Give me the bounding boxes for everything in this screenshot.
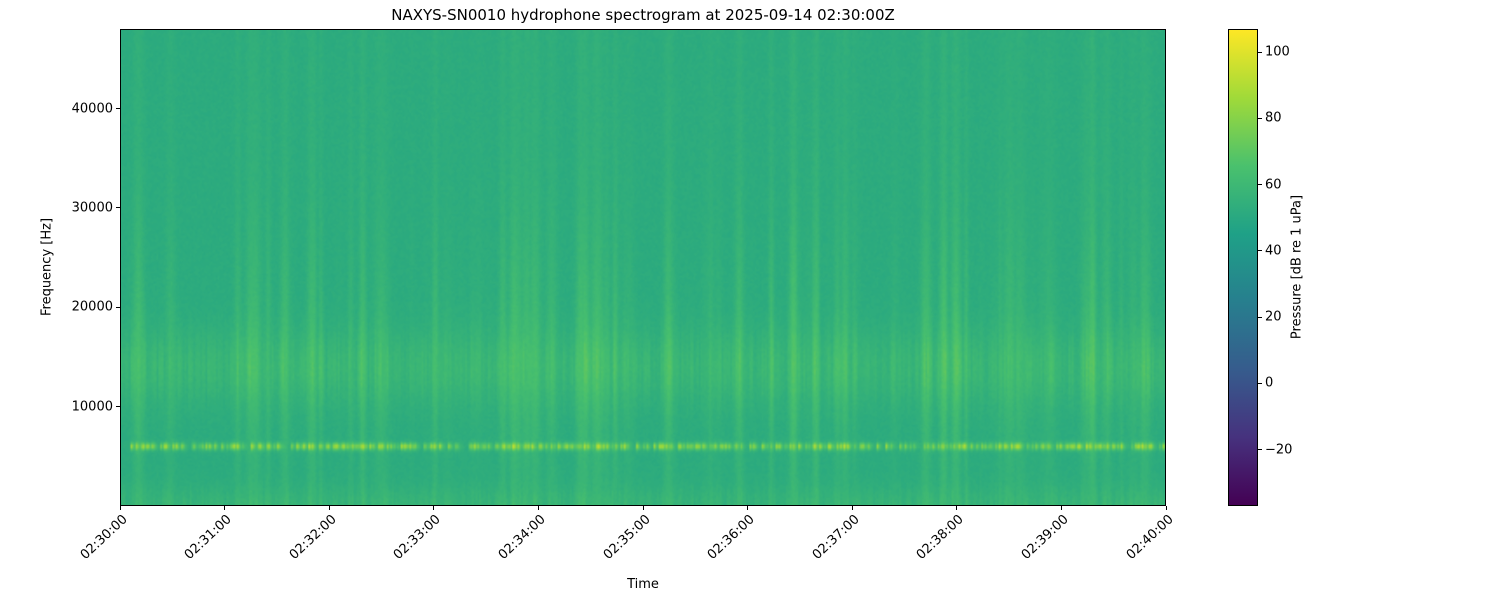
x-tick-label: 02:37:00 — [809, 512, 863, 563]
colorbar-label: Pressure [dB re 1 uPa] — [1289, 194, 1305, 340]
x-tick-mark — [851, 506, 853, 510]
colorbar-tick-label: 20 — [1265, 309, 1282, 325]
y-tick-label: 10000 — [71, 399, 113, 415]
x-tick-mark — [1165, 506, 1167, 510]
y-tick-mark — [116, 306, 120, 308]
colorbar — [1228, 29, 1258, 506]
colorbar-tick-mark — [1258, 117, 1262, 119]
y-axis-label: Frequency [Hz] — [39, 217, 55, 317]
y-tick-mark — [116, 406, 120, 408]
y-tick-label: 20000 — [71, 299, 113, 315]
colorbar-tick-mark — [1258, 382, 1262, 384]
y-tick-mark — [116, 108, 120, 109]
colorbar-tick-label: 60 — [1265, 177, 1282, 193]
colorbar-tick-mark — [1258, 250, 1262, 252]
x-tick-label: 02:36:00 — [704, 512, 758, 563]
colorbar-tick-mark — [1258, 51, 1262, 53]
colorbar-tick-mark — [1258, 184, 1262, 186]
colorbar-tick-label: 100 — [1265, 44, 1290, 60]
colorbar-tick-label: 80 — [1265, 110, 1282, 126]
x-tick-label: 02:30:00 — [77, 512, 131, 563]
x-axis-label: Time — [627, 577, 659, 592]
x-tick-mark — [956, 506, 958, 510]
x-tick-label: 02:32:00 — [286, 512, 340, 563]
y-tick-mark — [116, 207, 120, 209]
x-tick-label: 02:31:00 — [181, 512, 235, 563]
x-tick-mark — [1060, 506, 1062, 510]
colorbar-tick-label: 40 — [1265, 243, 1282, 259]
spectrogram-heatmap — [120, 29, 1166, 506]
y-tick-label: 30000 — [71, 200, 113, 216]
x-tick-label: 02:39:00 — [1018, 512, 1072, 563]
x-tick-mark — [328, 506, 330, 510]
x-tick-label: 02:33:00 — [391, 512, 445, 563]
x-tick-mark — [433, 506, 435, 510]
x-tick-mark — [224, 506, 226, 510]
y-tick-label: 40000 — [71, 101, 113, 116]
x-tick-label: 02:40:00 — [1123, 512, 1177, 563]
x-tick-mark — [537, 506, 539, 510]
x-tick-label: 02:34:00 — [495, 512, 549, 563]
colorbar-tick-label: −20 — [1265, 442, 1293, 458]
x-tick-mark — [119, 506, 121, 510]
colorbar-tick-mark — [1258, 316, 1262, 318]
x-tick-mark — [747, 506, 749, 510]
x-tick-label: 02:35:00 — [600, 512, 654, 563]
colorbar-tick-mark — [1258, 449, 1262, 451]
x-tick-label: 02:38:00 — [914, 512, 968, 563]
x-tick-mark — [642, 506, 644, 510]
chart-title: NAXYS-SN0010 hydrophone spectrogram at 2… — [391, 6, 895, 24]
colorbar-tick-label: 0 — [1265, 375, 1274, 391]
